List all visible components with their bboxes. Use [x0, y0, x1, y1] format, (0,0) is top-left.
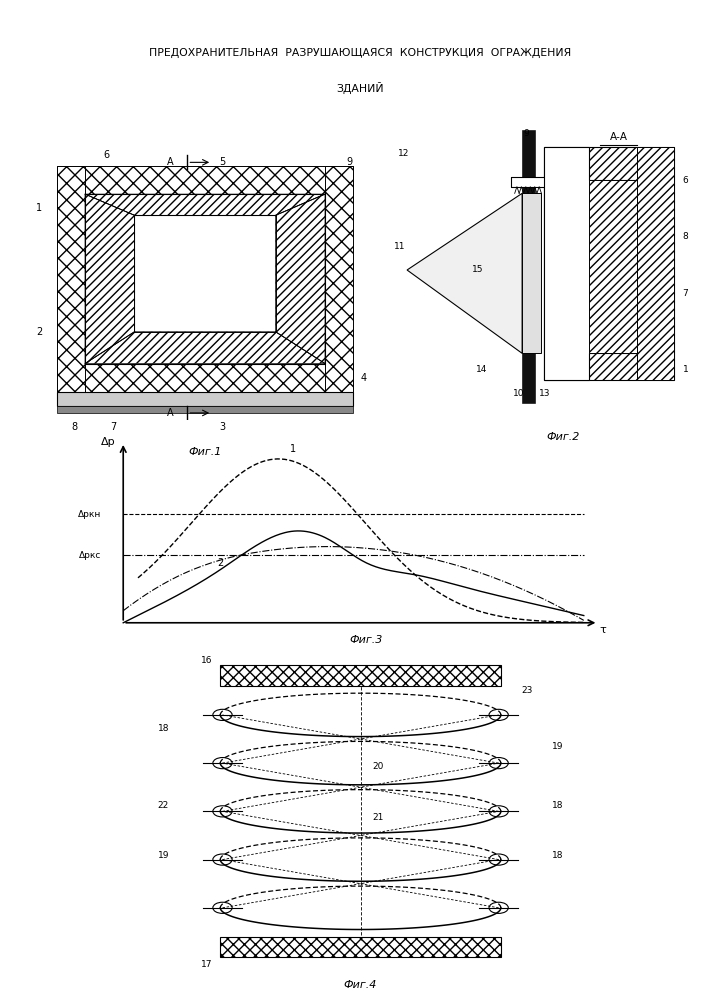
Polygon shape — [544, 147, 674, 380]
Polygon shape — [407, 193, 522, 353]
Text: 18: 18 — [158, 724, 169, 733]
Text: Фиг.4: Фиг.4 — [344, 980, 378, 990]
Polygon shape — [544, 147, 637, 380]
Text: 2: 2 — [36, 327, 42, 337]
Text: Δp: Δp — [101, 437, 116, 447]
Polygon shape — [85, 194, 134, 364]
Bar — [221, 665, 501, 686]
Text: 18: 18 — [552, 800, 563, 810]
Text: 9: 9 — [523, 129, 529, 138]
Bar — [522, 130, 535, 403]
Text: Фиг.1: Фиг.1 — [188, 447, 222, 457]
Text: 23: 23 — [522, 686, 533, 695]
Text: A: A — [166, 157, 173, 167]
Text: 19: 19 — [158, 851, 169, 860]
Polygon shape — [85, 194, 325, 215]
Text: 14: 14 — [476, 365, 487, 374]
Text: 1: 1 — [36, 203, 42, 213]
Text: 10: 10 — [513, 389, 524, 398]
Circle shape — [489, 854, 508, 865]
Text: Фиг.3: Фиг.3 — [349, 635, 382, 645]
Text: 9: 9 — [346, 157, 353, 167]
Bar — [325, 166, 354, 392]
Text: 22: 22 — [158, 800, 169, 810]
Text: ПРЕДОХРАНИТЕЛЬНАЯ  РАЗРУШАЮЩАЯСЯ  КОНСТРУКЦИЯ  ОГРАЖДЕНИЯ: ПРЕДОХРАНИТЕЛЬНАЯ РАЗРУШАЮЩАЯСЯ КОНСТРУК… — [149, 47, 572, 58]
Text: τ: τ — [600, 625, 607, 635]
Bar — [57, 166, 354, 194]
Circle shape — [213, 758, 232, 769]
Polygon shape — [85, 332, 325, 364]
Polygon shape — [637, 147, 674, 380]
Text: 16: 16 — [201, 656, 213, 665]
Text: 4: 4 — [361, 373, 367, 383]
Circle shape — [489, 806, 508, 817]
Text: Δpкс: Δpкс — [79, 551, 101, 560]
Text: 21: 21 — [373, 813, 384, 822]
Polygon shape — [589, 180, 637, 353]
Bar — [57, 392, 354, 406]
Circle shape — [213, 709, 232, 720]
Bar — [522, 193, 541, 353]
Text: 1: 1 — [682, 365, 689, 374]
Circle shape — [213, 806, 232, 817]
Text: 7: 7 — [110, 422, 117, 432]
Text: 8: 8 — [682, 232, 689, 241]
Text: 7: 7 — [682, 289, 689, 298]
Text: 11: 11 — [394, 242, 405, 251]
Bar — [57, 166, 85, 392]
Text: 19: 19 — [552, 742, 563, 751]
Text: 6: 6 — [103, 150, 110, 160]
Text: 1: 1 — [290, 444, 296, 454]
Circle shape — [489, 758, 508, 769]
Text: 5: 5 — [220, 157, 226, 167]
Circle shape — [489, 902, 508, 913]
Text: ЗДАНИЙ: ЗДАНИЙ — [337, 81, 385, 94]
Text: 12: 12 — [397, 149, 409, 158]
Bar — [511, 177, 548, 187]
Text: A: A — [166, 408, 173, 418]
Text: 6: 6 — [682, 176, 689, 185]
Text: 17: 17 — [201, 960, 213, 969]
Bar — [57, 406, 354, 413]
Text: Δpкн: Δpкн — [78, 510, 101, 519]
Bar — [221, 937, 501, 957]
Text: А-А: А-А — [609, 132, 628, 142]
Text: 15: 15 — [472, 265, 484, 274]
Polygon shape — [134, 215, 276, 332]
Text: 13: 13 — [539, 389, 550, 398]
Polygon shape — [276, 194, 325, 364]
Circle shape — [489, 709, 508, 720]
Bar — [57, 364, 354, 392]
Text: 8: 8 — [71, 422, 78, 432]
Text: 3: 3 — [220, 422, 226, 432]
Circle shape — [213, 902, 232, 913]
Text: Фиг.2: Фиг.2 — [547, 432, 580, 442]
Text: 18: 18 — [552, 851, 563, 860]
Circle shape — [213, 854, 232, 865]
Text: 20: 20 — [373, 762, 384, 771]
Text: 2: 2 — [217, 558, 223, 568]
